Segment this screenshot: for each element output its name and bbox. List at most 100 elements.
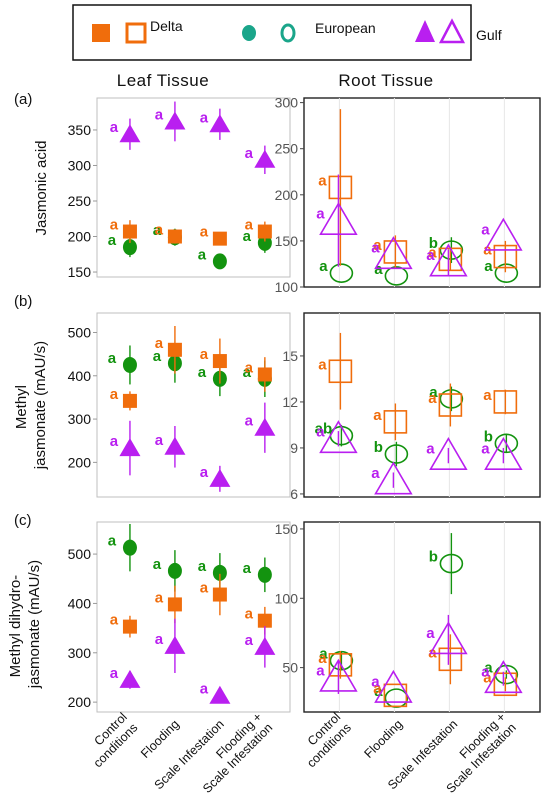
- data-point-triangle: [429, 243, 468, 277]
- y-tick-label: 300: [68, 157, 92, 173]
- legend-label-delta: Delta: [150, 18, 183, 34]
- significance-letter: b: [374, 439, 383, 456]
- data-point-circle: [494, 433, 519, 454]
- data-point-circle: [494, 263, 519, 283]
- significance-letter: a: [371, 465, 380, 482]
- data-point-square: [438, 647, 463, 672]
- y-tick-label: 350: [68, 122, 92, 138]
- leaf-tissue-header: Leaf Tissue: [117, 71, 209, 90]
- data-point-triangle: [254, 149, 276, 168]
- significance-letter: a: [426, 441, 435, 458]
- significance-letter: a: [108, 350, 117, 367]
- data-point-triangle: [484, 437, 523, 471]
- data-point-circle: [439, 389, 464, 409]
- data-point-square: [493, 390, 518, 414]
- data-point-square: [383, 410, 408, 434]
- significance-letter: a: [110, 119, 119, 136]
- y-tick-label: 400: [68, 368, 92, 384]
- significance-letter: a: [110, 386, 119, 403]
- significance-letter: a: [110, 665, 119, 682]
- x-category-label: Flooding: [138, 717, 182, 761]
- ylabel-row-a: Jasmonic acid: [33, 140, 50, 235]
- x-category-label: Controlconditions: [294, 710, 354, 770]
- data-point-square: [212, 587, 227, 602]
- plot-frame: [303, 97, 541, 288]
- y-tick-label: 300: [68, 411, 92, 427]
- y-tick-label: 500: [68, 546, 92, 562]
- data-point-square: [167, 597, 182, 612]
- data-point-circle: [384, 444, 409, 464]
- y-tick-label: 200: [68, 229, 92, 245]
- ylabel-row-c: Methyl dihydro- jasmonate (mAU/s): [7, 560, 43, 689]
- data-point-circle: [212, 564, 227, 581]
- significance-letter: a: [484, 258, 493, 275]
- data-point-circle: [329, 263, 354, 283]
- significance-letter: b: [484, 428, 493, 445]
- y-tick-label: 200: [68, 694, 92, 710]
- data-point-circle: [439, 553, 464, 574]
- data-point-triangle: [209, 685, 231, 704]
- significance-letter: a: [316, 424, 325, 441]
- significance-letter: a: [243, 560, 252, 577]
- data-point-triangle: [209, 114, 231, 133]
- data-point-triangle: [319, 202, 358, 236]
- legend-gulf-filled-triangle-icon: [415, 20, 435, 42]
- data-point-triangle: [484, 660, 523, 694]
- y-tick-label: 250: [275, 141, 299, 157]
- y-tick-label: 150: [68, 264, 92, 280]
- legend: Delta European Gulf: [72, 4, 502, 61]
- data-point-triangle: [319, 658, 358, 692]
- significance-letter: a: [155, 335, 164, 352]
- significance-letter: b: [429, 549, 438, 566]
- significance-letter: a: [108, 232, 117, 249]
- significance-letter: a: [371, 673, 380, 690]
- y-tick-label: 100: [275, 590, 299, 606]
- y-tick-label: 300: [68, 645, 92, 661]
- significance-letter: ab: [315, 421, 333, 438]
- significance-letter: a: [429, 384, 438, 401]
- significance-letter: a: [198, 364, 207, 381]
- significance-letter: a: [200, 346, 209, 363]
- significance-letter: a: [155, 432, 164, 449]
- significance-letter: a: [318, 172, 327, 189]
- data-point-triangle: [319, 420, 358, 454]
- data-point-triangle: [119, 438, 141, 457]
- data-point-triangle: [164, 111, 186, 130]
- significance-letter: a: [110, 217, 119, 234]
- legend-label-gulf: Gulf: [476, 27, 502, 43]
- x-category-label: Controlconditions: [80, 710, 140, 770]
- data-point-triangle: [254, 636, 276, 655]
- significance-letter: a: [153, 222, 162, 239]
- data-point-square: [493, 244, 518, 269]
- significance-letter: a: [316, 206, 325, 223]
- significance-letter: a: [155, 106, 164, 123]
- significance-letter: a: [428, 244, 437, 261]
- ylabel-row-b: Methyl jasmonate (mAU/s): [13, 341, 49, 470]
- significance-letter: a: [428, 390, 437, 407]
- x-category-label: Flooding: [362, 717, 406, 761]
- data-point-square: [212, 231, 227, 246]
- data-point-square: [257, 613, 272, 628]
- significance-letter: a: [155, 222, 164, 239]
- significance-letter: a: [110, 612, 119, 629]
- y-tick-label: 12: [282, 394, 298, 410]
- data-point-square: [122, 619, 137, 634]
- significance-letter: a: [484, 660, 493, 677]
- significance-letter: a: [153, 556, 162, 573]
- data-point-square: [167, 229, 182, 244]
- data-point-triangle: [164, 436, 186, 455]
- significance-letter: a: [481, 221, 490, 238]
- significance-letter: a: [319, 646, 328, 663]
